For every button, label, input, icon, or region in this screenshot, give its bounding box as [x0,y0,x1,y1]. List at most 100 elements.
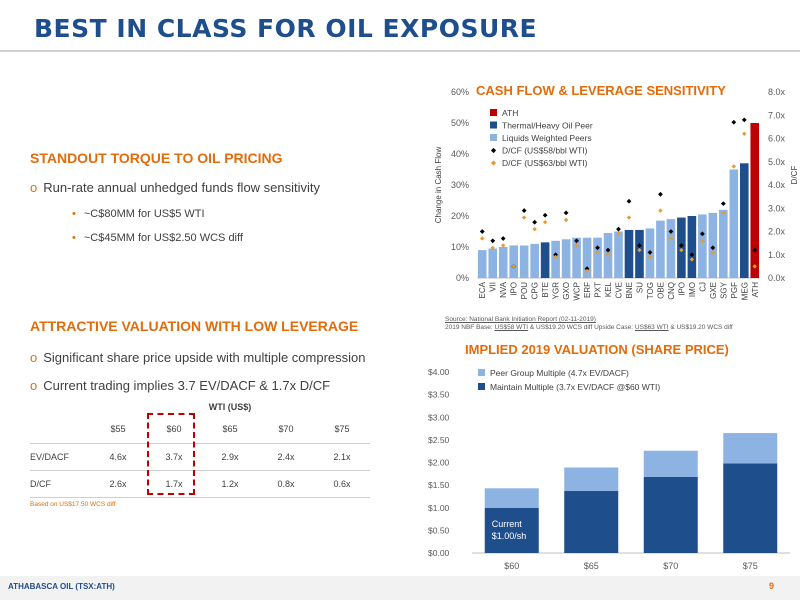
bar-peer-multiple [484,488,539,508]
x-tick-label: BTE [541,282,550,298]
bar-cve [614,231,623,278]
x-tick-label: CVE [615,282,624,298]
page-number: 9 [768,581,774,591]
dcf-upside-point [679,247,684,253]
y-tick-label: 40% [451,149,469,159]
x-tick-label: IPO [677,282,686,296]
bar-eca [477,250,487,278]
sensitivity-bullet: o Run-rate annual unhedged funds flow sen… [30,180,320,195]
x-tick-label: NVA [499,281,508,298]
table-row: D/CF 2.6x 1.7x 1.2x 0.8x 0.6x [30,470,370,498]
table-cell: 2.1x [314,443,370,471]
y-tick-label: 20% [451,211,469,221]
dcf-base-point [720,201,726,206]
base-case-mid: & US$19.20 WCS diff Upside Case: [528,324,635,331]
legend-swatch [490,134,497,141]
y-tick-label: $1.00 [428,503,450,513]
bar-cj [698,214,707,278]
dcf-upside-point [511,264,516,269]
x-tick-label: $60 [504,561,519,571]
bar-cpg [530,243,539,278]
upside-text: Significant share price upside with mult… [43,350,366,365]
table-cell: 0.8x [258,470,314,498]
x-tick-label: CJ [698,282,707,292]
bar-maintain-multiple [723,463,778,553]
y-tick-label: $3.50 [428,390,450,400]
legend-label: D/CF (US$58/bbl WTI) [502,146,588,156]
y-tick-label: $1.50 [428,480,450,490]
dcf-upside-point [658,208,663,213]
dcf-base-point [479,229,485,234]
table-header-cell: $75 [314,416,370,444]
legend-label: D/CF (US$63/bbl WTI) [502,158,588,168]
bar-cnq [666,219,676,278]
x-tick-label: GXE [709,282,718,299]
dcf-upside-point [742,131,747,137]
dcf-upside-point [616,231,621,237]
table-cell: 1.7x [146,470,202,498]
dcf-base-point [752,247,758,253]
dcf-upside-point [563,217,569,223]
dcf-upside-point [521,215,527,220]
x-tick-label: SGY [719,281,728,299]
x-tick-label: IPO [510,282,519,296]
dcf-upside-point [480,236,485,241]
dcf-base-point [678,243,684,248]
bar-su [635,229,644,278]
y2-tick-label: 4.0x [768,180,786,190]
legend-label: Liquids Weighted Peers [502,133,592,143]
y-tick-label: 50% [451,118,469,128]
x-tick-label: CPG [531,282,540,299]
table-cell: 3.7x [146,443,202,471]
dcf-upside-point [626,215,632,220]
y2-tick-label: 1.0x [768,250,786,260]
chart1-cases: 2019 NBF Base: US$58 WTI & US$19.20 WCS … [445,324,733,331]
dcf-upside-point [584,268,590,274]
dcf-base-point [626,198,632,204]
y2-axis-label: D/CF [790,166,799,185]
dcf-base-point [741,117,747,123]
valuation-table: WTI (US$) $55 $60 $65 $70 $75 EV/DACF 4.… [30,402,370,508]
legend-swatch [478,383,485,390]
table-header-cell: $70 [258,416,314,444]
table-header-cell: $55 [90,416,146,444]
legend-swatch [490,121,497,129]
dcf-base-point [595,245,600,251]
x-tick-label: POU [520,282,529,300]
wti-sensitivity-text: ~C$80MM for US$5 WTI [83,208,205,220]
chart2-title: IMPLIED 2019 VALUATION (SHARE PRICE) [465,342,729,357]
bar-ipo [509,245,518,278]
footer-bar: ATHABASCA OIL (TSX:ATH) 9 [0,576,800,600]
upside-bullet: o Significant share price upside with mul… [30,350,366,365]
x-tick-label: $70 [663,561,678,571]
y2-tick-label: 5.0x [768,157,786,167]
y-tick-label: 10% [451,242,469,252]
table-cell: 1.2x [202,470,258,498]
legend-swatch [490,109,497,116]
x-tick-label: WCP [573,282,582,301]
dcf-upside-point [700,238,705,243]
bar-pgf [729,169,739,278]
y-tick-label: $4.00 [428,367,450,377]
x-tick-label: PXT [594,282,603,298]
dcf-base-point [532,219,538,225]
bullet-circle-icon: o [30,350,38,365]
footer-company: ATHABASCA OIL (TSX:ATH) [8,582,115,591]
y2-tick-label: 7.0x [768,110,786,120]
bullet-circle-icon: o [30,378,38,393]
table-cell: 2.6x [90,470,146,498]
sensitivity-text: Run-rate annual unhedged funds flow sens… [43,180,321,195]
y-axis-label: Change in Cash Flow [434,147,443,224]
dcf-base-point [710,245,716,251]
x-tick-label: PGF [730,282,739,299]
dcf-upside-point [490,245,495,250]
dcf-upside-point [605,252,611,257]
bar-peer-multiple [723,433,778,464]
current-value-label: $1.00/sh [492,531,527,541]
dcf-base-point [699,231,705,237]
dcf-base-point [584,266,590,272]
y-tick-label: $2.00 [428,458,450,468]
bullet-dot-icon: • [72,208,76,220]
dcf-upside-point [532,226,537,232]
dcf-base-point [553,252,559,258]
